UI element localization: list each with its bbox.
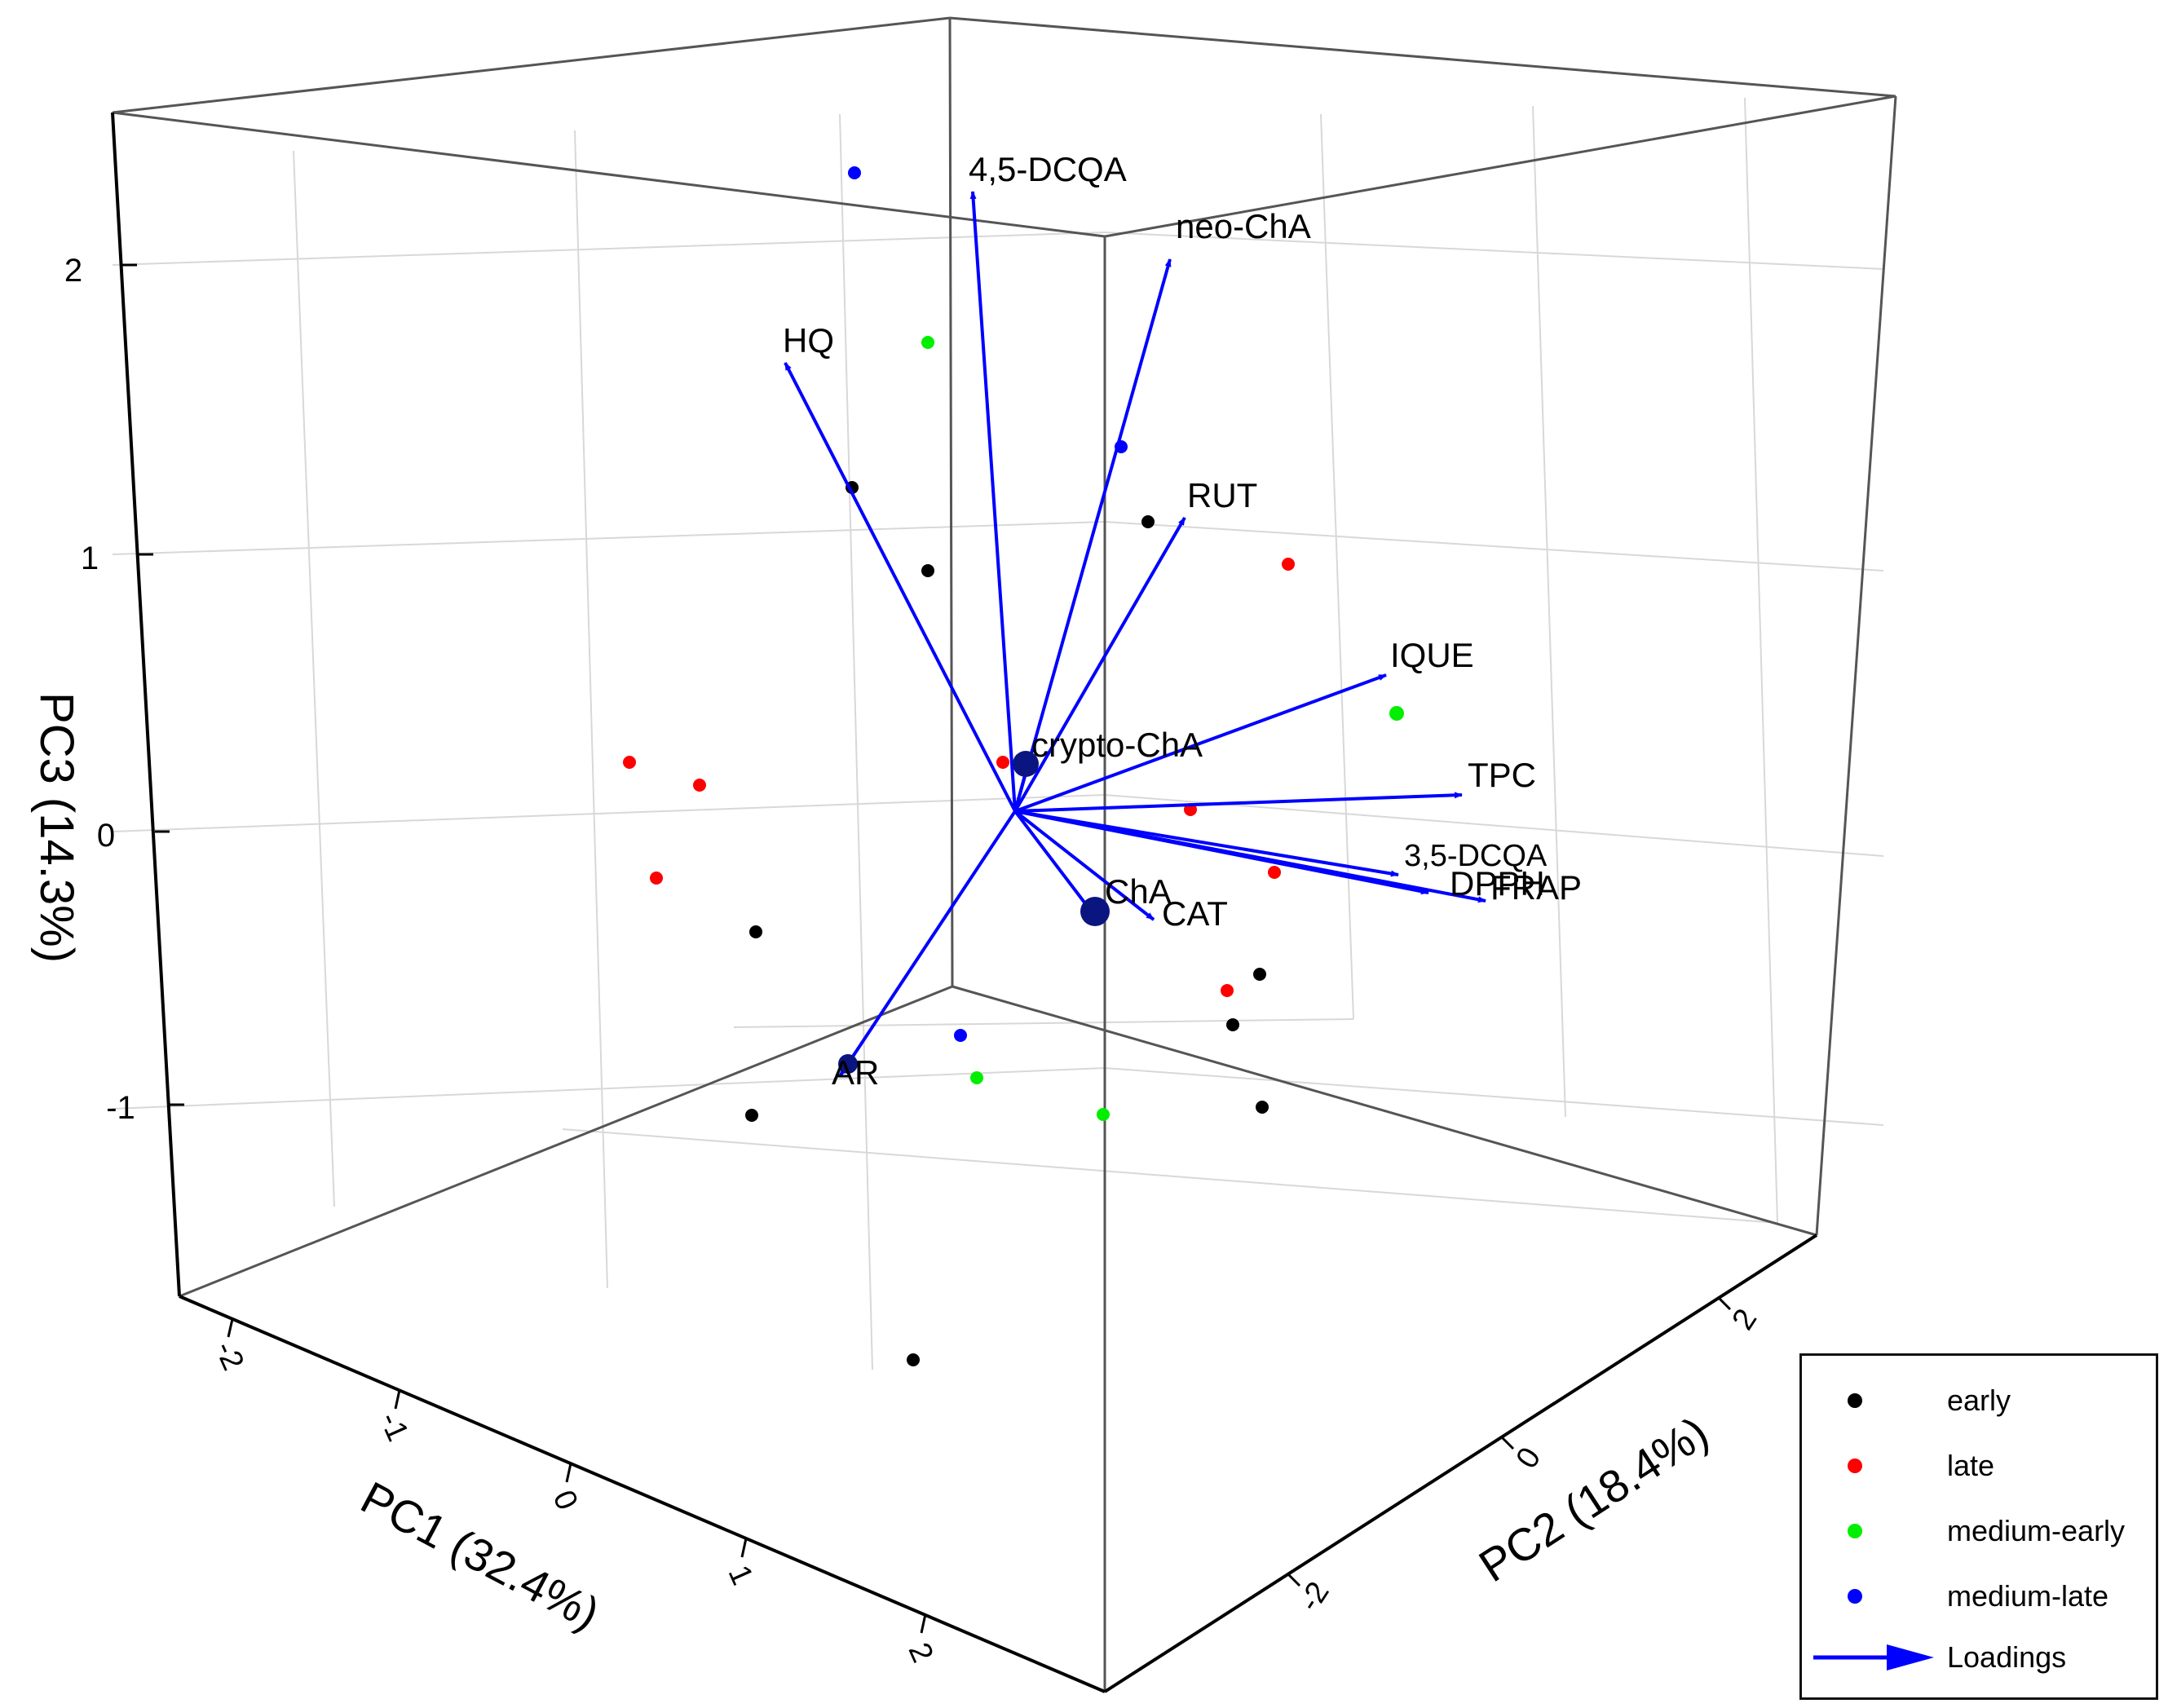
y-tick-label-2: 2 xyxy=(1726,1303,1764,1336)
point-late xyxy=(693,779,706,792)
loading-label-tpc: TPC xyxy=(1468,756,1536,794)
y-axis-line xyxy=(1103,1234,1818,1693)
legend-label: medium-late xyxy=(1947,1579,2109,1613)
legend-item-medium-early: medium-early xyxy=(1802,1503,2156,1560)
z-axis-ticks xyxy=(122,263,184,1106)
point-early xyxy=(749,925,762,938)
loading-node-crypto-cha xyxy=(1013,751,1039,777)
point-early xyxy=(1141,515,1155,528)
point-medium-late xyxy=(848,166,861,179)
grid-lines xyxy=(112,97,1884,1370)
z-tick-label-neg1: -1 xyxy=(106,1090,135,1126)
point-early xyxy=(921,564,934,577)
point-early xyxy=(1226,1018,1239,1031)
loading-label-rut: RUT xyxy=(1187,476,1257,514)
point-medium-early xyxy=(1389,706,1404,721)
point-late xyxy=(996,756,1009,769)
legend-label: late xyxy=(1947,1449,1995,1482)
loading-arrow-ique xyxy=(1014,673,1387,813)
point-medium-early xyxy=(1097,1108,1110,1121)
loading-node-ar xyxy=(838,1054,858,1074)
point-late xyxy=(650,872,663,885)
legend-item-loadings: Loadings xyxy=(1802,1629,2156,1686)
z-tick-label-2: 2 xyxy=(64,253,82,289)
x-tick-label-2: 2 xyxy=(901,1638,939,1667)
loading-arrow-tpc xyxy=(1014,792,1463,813)
loading-arrow-cha xyxy=(1013,810,1094,915)
legend-marker-dot-icon xyxy=(1848,1524,1862,1538)
loading-label-ique: IQUE xyxy=(1390,636,1474,674)
loading-label-dpph: DPPH xyxy=(1450,864,1545,903)
legend-label: Loadings xyxy=(1947,1640,2067,1674)
y-tick-label-0: 0 xyxy=(1510,1441,1548,1475)
legend-marker-dot-icon xyxy=(1848,1459,1862,1473)
point-early xyxy=(1253,968,1266,981)
point-early xyxy=(745,1109,758,1122)
y-axis-ticks xyxy=(1287,1296,1732,1587)
loading-arrow-ar xyxy=(838,810,1017,1078)
loading-arrow-neo-cha xyxy=(1013,258,1172,812)
x-axis-ticks xyxy=(227,1318,927,1634)
x-axis-line xyxy=(179,1295,1106,1693)
loading-label-neo-cha: neo-ChA xyxy=(1176,207,1311,245)
legend-label: medium-early xyxy=(1947,1514,2126,1547)
z-axis-line xyxy=(111,112,181,1297)
z-tick-label-0: 0 xyxy=(97,818,115,854)
loading-arrow-hq xyxy=(784,362,1017,812)
x-tick-label-1: 1 xyxy=(721,1560,759,1590)
loading-label-4-5-dcqa: 4,5-DCQA xyxy=(969,150,1127,188)
loading-label-hq: HQ xyxy=(783,321,834,360)
x-tick-label-neg1: -1 xyxy=(373,1407,415,1446)
z-axis-label: PC3 (14.3%) xyxy=(30,692,83,963)
x-tick-label-0: 0 xyxy=(545,1485,584,1515)
point-early xyxy=(1256,1101,1269,1114)
legend-marker-dot-icon xyxy=(1848,1589,1862,1604)
point-medium-late xyxy=(954,1029,967,1042)
point-medium-early xyxy=(970,1071,983,1084)
loading-label-3-5-dcqa: 3,5-DCQA xyxy=(1404,839,1548,873)
loading-arrow-frap xyxy=(1014,810,1486,903)
legend-item-medium-late: medium-late xyxy=(1802,1568,2156,1625)
point-medium-early xyxy=(921,336,934,349)
y-tick-label-neg2: -2 xyxy=(1292,1576,1336,1618)
loading-label-frap: FRAP xyxy=(1490,868,1582,907)
point-late xyxy=(1221,984,1234,997)
loading-label-cha: ChA xyxy=(1105,872,1172,911)
z-tick-label-1: 1 xyxy=(81,541,99,576)
legend: early late medium-early medium-late Load… xyxy=(1799,1353,2158,1700)
legend-label: early xyxy=(1947,1384,2011,1417)
loading-labels: 4,5-DCQA neo-ChA HQ RUT IQUE crypto-ChA … xyxy=(783,150,1582,1092)
loading-vectors xyxy=(784,191,1486,1078)
legend-marker-dot-icon xyxy=(1848,1393,1862,1408)
loading-arrow-4-5-dcqa xyxy=(969,191,1017,812)
point-late xyxy=(623,756,636,769)
legend-arrow-icon xyxy=(1813,1644,1934,1670)
x-tick-label-neg2: -2 xyxy=(208,1336,250,1375)
loading-label-ar: AR xyxy=(832,1053,879,1092)
point-late xyxy=(1268,866,1281,879)
loading-arrow-cat xyxy=(1013,810,1155,921)
point-early xyxy=(907,1353,920,1366)
legend-item-early: early xyxy=(1802,1372,2156,1429)
axis-box xyxy=(112,16,1897,1693)
loading-label-crypto-cha: crypto-ChA xyxy=(1031,726,1203,764)
loading-arrow-rut xyxy=(1013,516,1186,813)
loading-node-cha xyxy=(1080,897,1110,926)
loading-label-cat: CAT xyxy=(1162,894,1228,933)
legend-item-late: late xyxy=(1802,1437,2156,1494)
point-late xyxy=(1282,558,1295,571)
